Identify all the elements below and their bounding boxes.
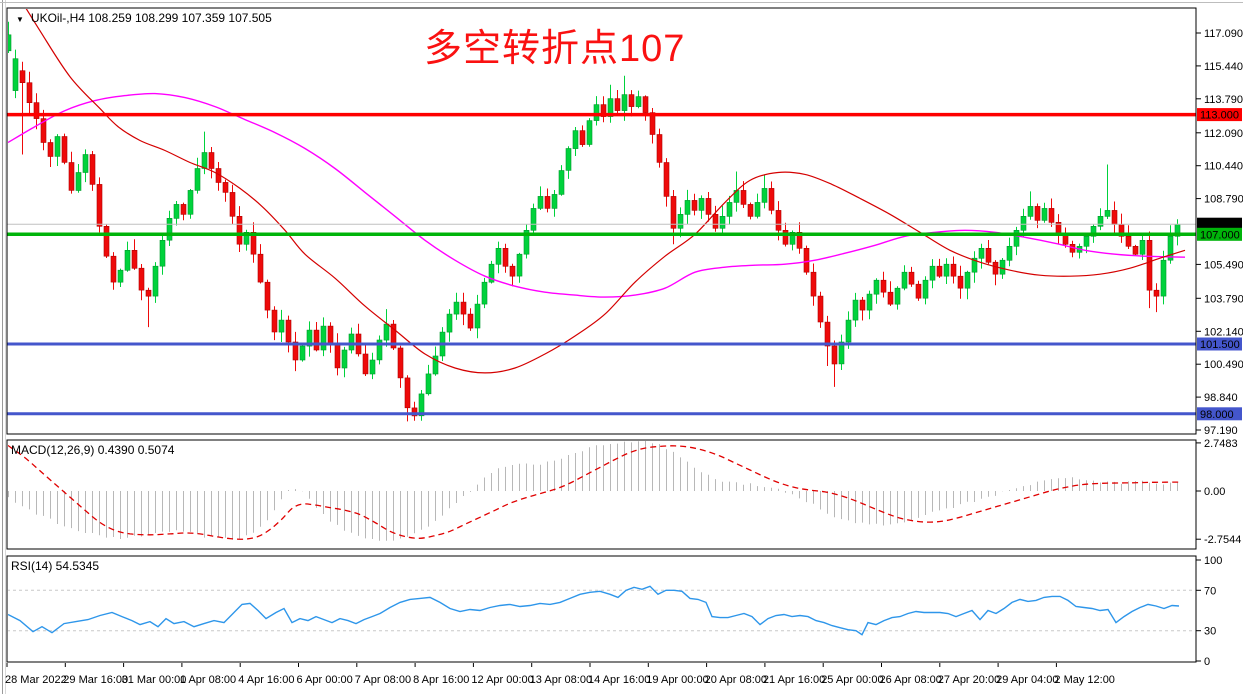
macd-axis-label: -2.7544 bbox=[1204, 534, 1241, 546]
time-axis-label: 14 Apr 16:00 bbox=[588, 674, 651, 686]
chart-annotation-text: 多空转折点107 bbox=[424, 28, 686, 70]
price-tick-label: 113.790 bbox=[1204, 94, 1243, 106]
price-tick-label: 98.840 bbox=[1204, 392, 1238, 404]
time-axis-label: 12 Apr 00:00 bbox=[471, 674, 534, 686]
price-badge bbox=[1197, 108, 1242, 122]
macd-axis-label: 2.7483 bbox=[1204, 438, 1238, 450]
price-tick-label: 100.490 bbox=[1204, 359, 1243, 371]
time-axis-label: 19 Apr 00:00 bbox=[646, 674, 709, 686]
macd-layer bbox=[8, 441, 1180, 541]
chart-title: UKOil-,H4 108.259 108.299 107.359 107.50… bbox=[30, 11, 272, 25]
time-axis-label: 28 Mar 2022 bbox=[5, 674, 67, 686]
window-frame-line bbox=[0, 2, 1243, 3]
price-tick-label: 97.190 bbox=[1204, 425, 1238, 437]
rsi-panel-border bbox=[6, 555, 1197, 663]
price-tick-label: 108.790 bbox=[1204, 194, 1243, 206]
macd-axis-label: 0.00 bbox=[1204, 486, 1225, 498]
main-chart-surface[interactable] bbox=[7, 8, 1196, 434]
time-axis-label: 25 Apr 00:00 bbox=[821, 674, 884, 686]
macd-panel-surface[interactable] bbox=[7, 440, 1196, 549]
rsi-line bbox=[8, 585, 1180, 636]
price-badge bbox=[1197, 337, 1242, 351]
rsi-axis-label: 100 bbox=[1204, 555, 1222, 567]
price-tick-label: 103.790 bbox=[1204, 293, 1243, 305]
price-badge bbox=[1197, 227, 1242, 241]
price-badge bbox=[1197, 217, 1242, 231]
price-badge-label: 101.500 bbox=[1200, 339, 1240, 351]
price-tick-label: 102.140 bbox=[1204, 326, 1243, 338]
rsi-axis-label: 70 bbox=[1204, 585, 1216, 597]
time-axis-label: 20 Apr 08:00 bbox=[704, 674, 767, 686]
time-axis-label: 8 Apr 16:00 bbox=[413, 674, 470, 686]
time-axis-label: 2 May 12:00 bbox=[1054, 674, 1115, 686]
macd-indicator-label: MACD(12,26,9) 0.4390 0.5074 bbox=[11, 443, 175, 457]
time-axis-label: 27 Apr 20:00 bbox=[937, 674, 1001, 686]
price-badge-label: 98.000 bbox=[1200, 409, 1234, 421]
candles-layer bbox=[8, 21, 1181, 422]
time-axis-label: 1 Apr 08:00 bbox=[179, 674, 237, 686]
time-axis-label: 13 Apr 08:00 bbox=[529, 674, 593, 686]
rsi-axis-label: 30 bbox=[1204, 626, 1216, 638]
price-badge bbox=[1197, 407, 1242, 421]
moving-averages-layer bbox=[8, 9, 1186, 374]
time-axis-label: 29 Mar 16:00 bbox=[63, 674, 129, 686]
time-axis-label: 7 Apr 08:00 bbox=[354, 674, 412, 686]
price-tick-label: 112.090 bbox=[1204, 128, 1243, 140]
time-axis-label: 21 Apr 16:00 bbox=[762, 674, 826, 686]
rsi-indicator-label: RSI(14) 54.5345 bbox=[11, 559, 100, 573]
price-tick-label: 110.440 bbox=[1204, 161, 1243, 173]
time-axis-label: 4 Apr 16:00 bbox=[238, 674, 295, 686]
time-axis-label: 26 Apr 08:00 bbox=[879, 674, 942, 686]
ma-fast-line bbox=[25, 9, 1186, 374]
macd-signal-line bbox=[8, 444, 1180, 540]
window-frame-line bbox=[2, 0, 3, 694]
symbol-dropdown-icon[interactable]: ▼ bbox=[16, 15, 24, 24]
price-scale: 117.090 115.440 113.790 112.090 110.440 108.7… bbox=[1196, 28, 1243, 668]
time-axis-label: 31 Mar 00:00 bbox=[121, 674, 187, 686]
rsi-layer bbox=[8, 585, 1195, 636]
rsi-panel-surface[interactable] bbox=[7, 556, 1196, 662]
time-axis-label: 29 Apr 04:00 bbox=[996, 674, 1059, 686]
time-axis-label: 6 Apr 00:00 bbox=[296, 674, 353, 686]
price-badge-label: 113.000 bbox=[1200, 110, 1239, 122]
price-tick-label: 115.440 bbox=[1204, 61, 1243, 73]
price-tick-label: 105.490 bbox=[1204, 259, 1243, 271]
ma-slow-line bbox=[8, 92, 1186, 298]
chart-title-bar: ▼ UKOil-,H4 108.259 108.299 107.359 107.5… bbox=[16, 11, 272, 25]
macd-panel-border bbox=[6, 439, 1197, 550]
price-tick-label: 117.090 bbox=[1204, 28, 1243, 40]
rsi-axis-label: 0 bbox=[1204, 656, 1210, 668]
price-badge-label: 107.000 bbox=[1200, 229, 1240, 241]
main-panel-border bbox=[6, 7, 1197, 435]
window-frame-line bbox=[5, 0, 6, 694]
